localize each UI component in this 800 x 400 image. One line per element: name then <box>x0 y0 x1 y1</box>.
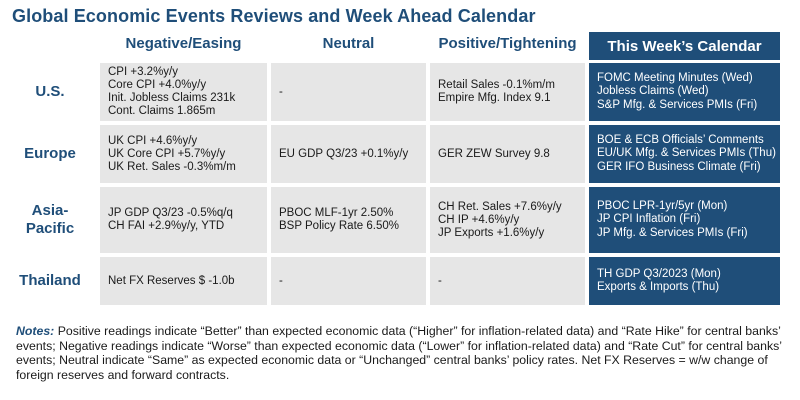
us-positive-line: Empire Mfg. Index 9.1 <box>438 92 551 104</box>
europe-positive-line: GER ZEW Survey 9.8 <box>438 147 550 160</box>
page-title: Global Economic Events Reviews and Week … <box>12 6 536 26</box>
europe-positive-cell: GER ZEW Survey 9.8 <box>430 125 585 183</box>
asia-calendar-line: PBOC LPR-1yr/5yr (Mon) <box>597 199 728 212</box>
asia-calendar-cell: PBOC LPR-1yr/5yr (Mon) JP CPI Inflation … <box>589 187 780 253</box>
us-neutral-line: - <box>279 85 283 98</box>
us-negative-line: Core CPI +4.0%y/y <box>108 79 207 91</box>
thailand-calendar-line: TH GDP Q3/2023 (Mon) <box>597 267 721 280</box>
asia-positive-line: CH Ret. Sales +7.6%y/y <box>438 200 562 213</box>
europe-negative-cell: UK CPI +4.6%y/y UK Core CPI +5.7%y/y UK … <box>100 125 267 183</box>
asia-negative-cell: JP GDP Q3/23 -0.5%q/q CH FAI +2.9%y/y, Y… <box>100 187 267 253</box>
us-positive-line: Retail Sales -0.1%m/m <box>438 79 555 91</box>
thailand-negative-cell: Net FX Reserves $ -1.0b <box>100 257 267 305</box>
thailand-calendar-cell: TH GDP Q3/2023 (Mon) Exports & Imports (… <box>589 257 780 305</box>
header-negative-easing: Negative/Easing <box>125 35 242 52</box>
asia-negative-line: JP GDP Q3/23 -0.5%q/q <box>108 207 233 219</box>
notes-paragraph: Notes: Positive readings indicate “Bette… <box>16 324 786 382</box>
notes-label: Notes: <box>16 324 55 338</box>
asia-neutral-line: PBOC MLF-1yr 2.50% <box>279 207 394 219</box>
us-negative-line: Init. Jobless Claims 231k <box>108 92 236 104</box>
us-negative-line: Cont. Claims 1.865m <box>108 105 216 117</box>
row-label-asia-pacific-line: Pacific <box>25 220 75 237</box>
notes-text: Positive readings indicate “Better” than… <box>16 324 782 382</box>
europe-neutral-cell: EU GDP Q3/23 +0.1%y/y <box>271 125 426 183</box>
europe-calendar-line: GER IFO Business Climate (Fri) <box>597 160 761 173</box>
europe-negative-line: UK Core CPI +5.7%y/y <box>108 147 226 160</box>
header-neutral: Neutral <box>322 35 375 52</box>
row-label-thailand: Thailand <box>19 272 81 289</box>
us-calendar-line: S&P Mfg. & Services PMIs (Fri) <box>597 98 758 111</box>
us-negative-cell: CPI +3.2%y/y Core CPI +4.0%y/y Init. Job… <box>100 63 267 121</box>
header-this-week-calendar: This Week’s Calendar <box>589 32 780 60</box>
asia-positive-cell: CH Ret. Sales +7.6%y/y CH IP +4.6%y/y JP… <box>430 187 585 253</box>
header-positive-tightening: Positive/Tightening <box>438 35 577 52</box>
thailand-calendar-line: Exports & Imports (Thu) <box>597 281 720 293</box>
us-neutral-cell: - <box>271 63 426 121</box>
row-label-asia-pacific-line: Asia- <box>31 202 69 219</box>
europe-calendar-cell: BOE & ECB Officials’ Comments EU/UK Mfg.… <box>589 125 780 183</box>
thailand-neutral-line: - <box>279 274 283 287</box>
asia-calendar-line: JP CPI Inflation (Fri) <box>597 213 701 226</box>
asia-calendar-line: JP Mfg. & Services PMIs (Fri) <box>597 226 748 239</box>
thailand-neutral-cell: - <box>271 257 426 305</box>
row-label-asia-pacific: Asia- Pacific <box>6 187 94 253</box>
europe-neutral-line: EU GDP Q3/23 +0.1%y/y <box>279 147 409 160</box>
row-label-europe: Europe <box>24 145 76 162</box>
europe-calendar-line: EU/UK Mfg. & Services PMIs (Thu) <box>597 147 776 160</box>
asia-positive-line: JP Exports +1.6%y/y <box>438 226 545 239</box>
thailand-negative-line: Net FX Reserves $ -1.0b <box>108 274 235 287</box>
row-label-us: U.S. <box>35 83 65 100</box>
europe-negative-line: UK CPI +4.6%y/y <box>108 134 198 147</box>
us-calendar-line: Jobless Claims (Wed) <box>597 85 709 98</box>
us-calendar-line: FOMC Meeting Minutes (Wed) <box>597 71 753 84</box>
asia-neutral-line: BSP Policy Rate 6.50% <box>279 220 399 232</box>
thailand-positive-cell: - <box>430 257 585 305</box>
us-negative-line: CPI +3.2%y/y <box>108 66 178 78</box>
asia-neutral-cell: PBOC MLF-1yr 2.50% BSP Policy Rate 6.50% <box>271 187 426 253</box>
asia-negative-line: CH FAI +2.9%y/y, YTD <box>108 220 225 232</box>
us-calendar-cell: FOMC Meeting Minutes (Wed) Jobless Claim… <box>589 63 780 121</box>
europe-calendar-line: BOE & ECB Officials’ Comments <box>597 133 764 146</box>
thailand-positive-line: - <box>438 274 442 287</box>
asia-positive-line: CH IP +4.6%y/y <box>438 213 520 226</box>
europe-negative-line: UK Ret. Sales -0.3%m/m <box>108 160 236 173</box>
us-positive-cell: Retail Sales -0.1%m/m Empire Mfg. Index … <box>430 63 585 121</box>
